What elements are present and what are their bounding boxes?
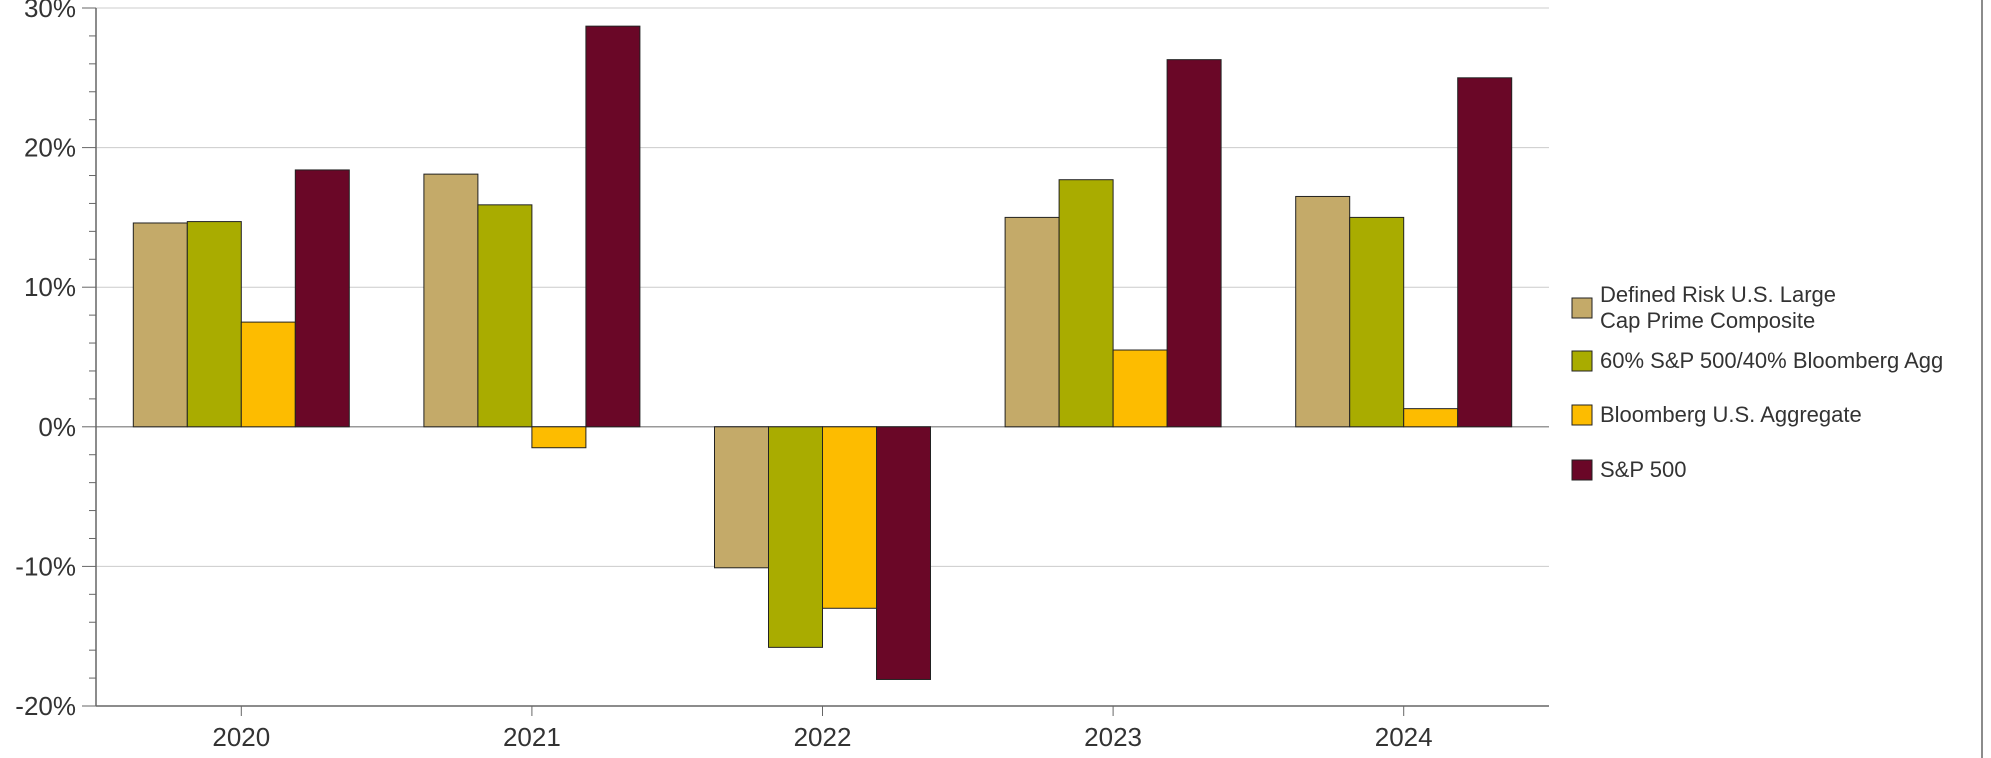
bar-2021-series-3 <box>585 25 641 428</box>
legend-swatch <box>1571 350 1593 372</box>
bar-2023-series-0 <box>1004 216 1060 428</box>
bar-2021-series-2 <box>531 426 587 449</box>
legend-label: Cap Prime Composite <box>1600 308 1815 333</box>
bar-2024-series-2 <box>1403 408 1459 428</box>
bar-2020-series-1 <box>186 221 242 428</box>
bar-2023-series-2 <box>1112 349 1168 428</box>
bar-2024-series-0 <box>1295 195 1351 428</box>
x-tick-label: 2023 <box>1084 722 1142 752</box>
y-tick-label: 30% <box>24 0 76 23</box>
legend-item-3: S&P 500 <box>1571 457 1686 482</box>
bar-2020-series-3 <box>294 169 350 428</box>
bar-2023-series-1 <box>1058 179 1114 428</box>
bar-2021-series-1 <box>477 204 533 428</box>
legend-item-1: 60% S&P 500/40% Bloomberg Agg <box>1571 348 1943 373</box>
bar-2021-series-0 <box>423 173 479 428</box>
bar-2023-series-3 <box>1166 59 1222 428</box>
bar-2020-series-2 <box>240 321 296 428</box>
legend-label: S&P 500 <box>1600 457 1686 482</box>
y-tick-label: -20% <box>15 691 76 721</box>
bar-2022-series-2 <box>822 426 877 609</box>
bar-2024-series-3 <box>1457 77 1513 428</box>
axes: -20% -10% 0% 10% 20% 30% 2020 2021 2022 2023 2024 <box>15 0 1983 758</box>
legend-label: Bloomberg U.S. Aggregate <box>1600 402 1862 427</box>
bars <box>132 25 1513 680</box>
x-tick-label: 2020 <box>212 722 270 752</box>
legend-label: 60% S&P 500/40% Bloomberg Agg <box>1600 348 1943 373</box>
y-tick-label: 20% <box>24 133 76 163</box>
legend-label: Defined Risk U.S. Large <box>1600 282 1836 307</box>
legend-swatch <box>1571 459 1593 481</box>
y-tick-label: 10% <box>24 272 76 302</box>
y-tick-label: -10% <box>15 551 76 581</box>
bar-2022-series-0 <box>714 426 769 569</box>
bar-2022-series-1 <box>768 426 823 648</box>
bar-2024-series-1 <box>1349 216 1405 428</box>
legend-swatch <box>1571 297 1593 319</box>
x-tick-label: 2021 <box>503 722 561 752</box>
y-tick-label: 0% <box>38 412 76 442</box>
bar-2022-series-3 <box>876 426 931 680</box>
x-tick-label: 2024 <box>1375 722 1433 752</box>
legend-item-2: Bloomberg U.S. Aggregate <box>1571 402 1862 427</box>
bar-2020-series-0 <box>132 222 188 428</box>
x-tick-label: 2022 <box>794 722 852 752</box>
legend-swatch <box>1571 404 1593 426</box>
